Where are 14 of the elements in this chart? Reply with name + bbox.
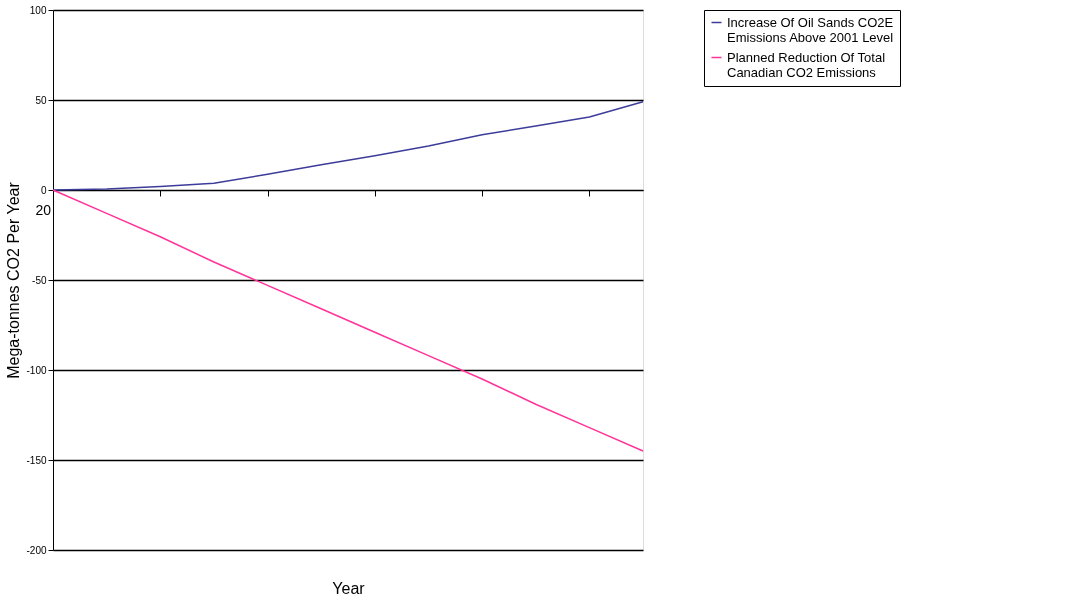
x-axis-title: Year bbox=[332, 579, 366, 597]
y-tick-label: -200 bbox=[26, 544, 47, 556]
y-tick-label: 100 bbox=[29, 4, 47, 16]
legend-label: Increase Of Oil Sands CO2E Emissions Above 2001 Level bbox=[727, 14, 894, 45]
y-tick-label: -150 bbox=[26, 454, 47, 466]
y-tick-label: -100 bbox=[26, 364, 47, 376]
y-axis-title: Mega-tonnes CO2 Per Year bbox=[5, 181, 23, 379]
legend-label: Planned Reduction Of Total Canadian CO2 Emissions bbox=[727, 49, 886, 80]
line-series bbox=[52, 189, 644, 452]
text: 20 bbox=[35, 202, 52, 218]
y-tick-label: 0 bbox=[40, 184, 47, 196]
line-series bbox=[52, 101, 644, 191]
y-tick-label: 50 bbox=[35, 94, 47, 106]
y-tick-label: -50 bbox=[32, 274, 47, 286]
